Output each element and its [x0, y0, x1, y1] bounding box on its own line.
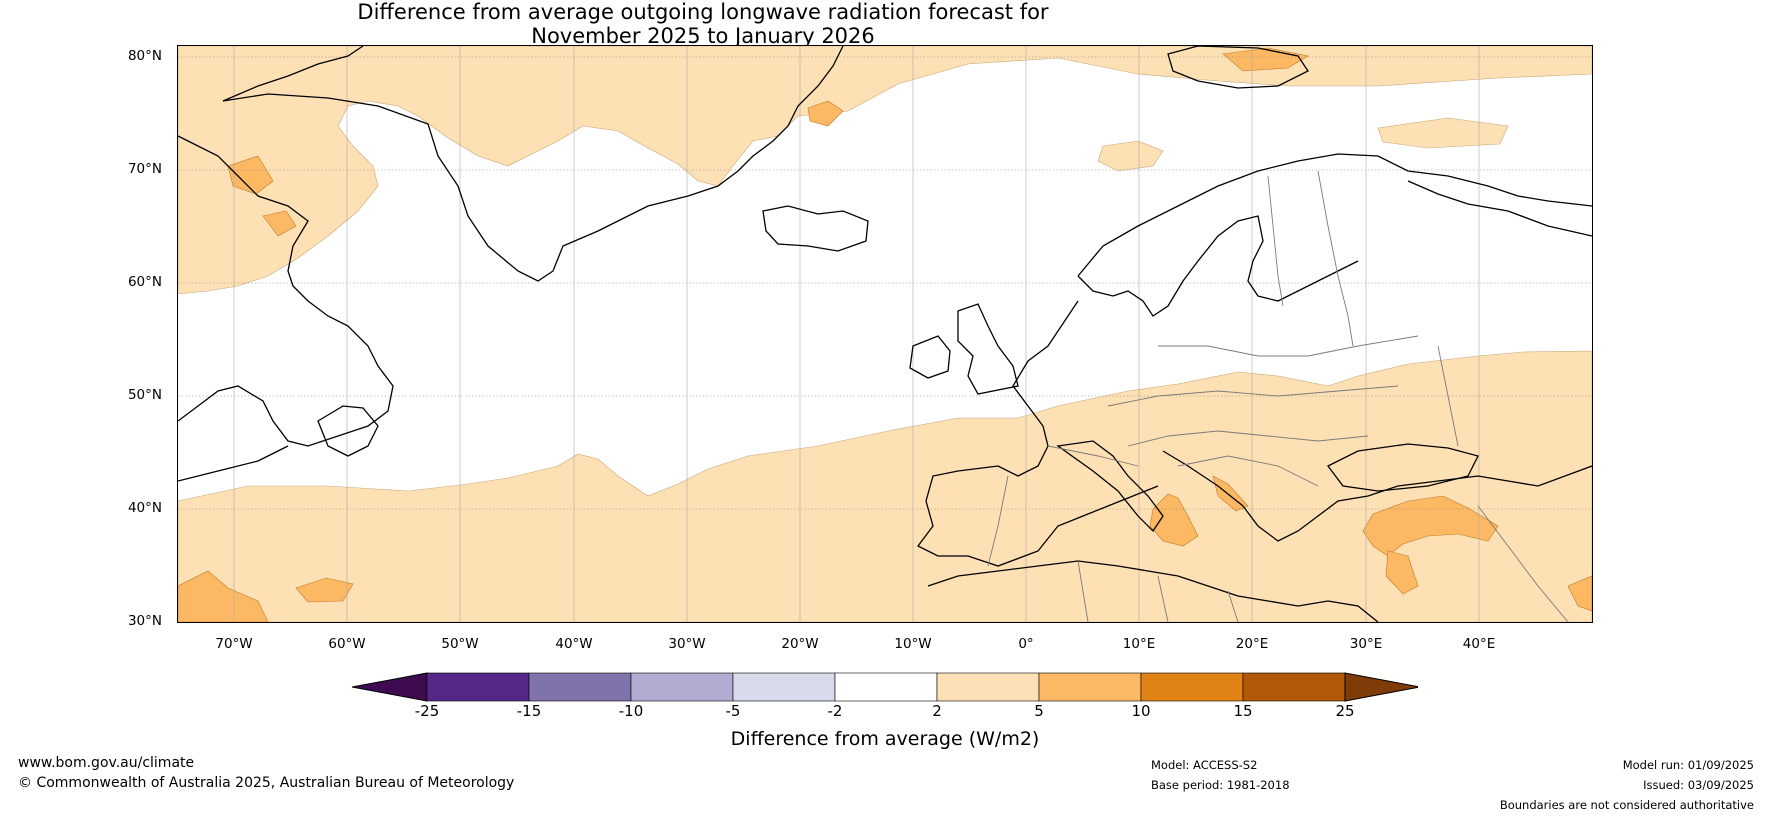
coast-north-africa — [927, 560, 1379, 622]
colorbar-tick-1: -15 — [516, 702, 542, 720]
anomaly-patch-norway-sea — [1097, 140, 1164, 172]
lat-label-50n: 50°N — [127, 387, 162, 403]
anomaly-patch-greenland-sea — [807, 100, 844, 127]
country-borders — [987, 170, 1569, 622]
title-line-1: Difference from average outgoing longwav… — [357, 0, 1049, 24]
coast-newfoundland — [317, 405, 379, 457]
colorbar-segment — [528, 672, 632, 702]
anomaly-patch-sicily — [1149, 493, 1199, 547]
footer-disclaimer: Boundaries are not considered authoritat… — [1499, 798, 1754, 812]
anomaly-patch-barents — [1377, 117, 1509, 149]
coast-nova-scotia — [178, 445, 289, 482]
colorbar-segment — [834, 672, 938, 702]
coast-britain — [957, 303, 1019, 395]
coast-greenland-west — [222, 46, 364, 102]
colorbar — [352, 672, 1418, 702]
coast-greenland — [222, 46, 844, 282]
lat-label-60n: 60°N — [127, 274, 162, 290]
anomaly-patch-levant — [1385, 550, 1419, 595]
lon-label-10e: 10°E — [1122, 636, 1156, 652]
anomaly-patch-canada-2 — [262, 210, 297, 237]
lon-label-60w: 60°W — [328, 636, 366, 652]
lat-label-70n: 70°N — [127, 161, 162, 177]
coastlines — [178, 46, 1592, 622]
colorbar-tick-0: -25 — [414, 702, 440, 720]
coast-europe-west — [917, 300, 1159, 567]
footer-base-period: Base period: 1981-2018 — [1151, 778, 1290, 792]
map-title: Difference from average outgoing longwav… — [0, 0, 1406, 48]
forecast-map — [177, 45, 1593, 623]
colorbar-segment — [732, 672, 836, 702]
lon-label-0: 0° — [1018, 636, 1034, 652]
anomaly-patch-far-east — [1567, 575, 1592, 612]
footer-model-run: Model run: 01/09/2025 — [1622, 758, 1754, 772]
colorbar-segment — [426, 672, 530, 702]
colorbar-segment — [1242, 672, 1346, 702]
colorbar-tick-7: 10 — [1131, 702, 1151, 720]
anomaly-2-to-5-regions — [178, 46, 1592, 622]
anomaly-patch-canada — [227, 155, 274, 195]
coast-italy — [1056, 440, 1164, 533]
footer-website: www.bom.gov.au/climate — [18, 755, 195, 771]
colorbar-segment — [630, 672, 734, 702]
colorbar-segments — [352, 672, 1418, 702]
lon-label-10w: 10°W — [894, 636, 932, 652]
colorbar-tick-9: 25 — [1335, 702, 1355, 720]
anomaly-patch-atlantic-sw — [178, 570, 269, 622]
colorbar-tick-5: 2 — [932, 702, 942, 720]
lat-label-40n: 40°N — [127, 500, 162, 516]
footer-issued: Issued: 03/09/2025 — [1643, 778, 1754, 792]
colorbar-label: Difference from average (W/m2) — [730, 728, 1040, 750]
coast-black-sea — [1327, 443, 1479, 492]
colorbar-arrow-low — [352, 672, 428, 702]
coast-ireland — [909, 335, 951, 379]
lon-label-70w: 70°W — [215, 636, 253, 652]
lon-label-40w: 40°W — [555, 636, 593, 652]
meridians — [233, 46, 1480, 622]
anomaly-5-to-10-regions — [178, 47, 1592, 622]
lat-label-30n: 30°N — [127, 613, 162, 629]
footer-copyright: © Commonwealth of Australia 2025, Austra… — [18, 775, 515, 791]
coast-svalbard — [1167, 46, 1309, 89]
colorbar-tick-2: -10 — [618, 702, 644, 720]
colorbar-tick-8: 15 — [1233, 702, 1253, 720]
lon-label-40e: 40°E — [1462, 636, 1496, 652]
colorbar-arrow-high — [1344, 672, 1418, 702]
colorbar-tick-6: 5 — [1034, 702, 1044, 720]
title-line-2: November 2025 to January 2026 — [531, 24, 875, 48]
colorbar-tick-4: -2 — [827, 702, 843, 720]
coast-iceland — [762, 205, 869, 252]
lon-label-20w: 20°W — [781, 636, 819, 652]
colorbar-segment — [1140, 672, 1244, 702]
coast-scandinavia-south — [1077, 215, 1359, 317]
graticule — [178, 56, 1592, 510]
lat-label-80n: 80°N — [127, 48, 162, 64]
colorbar-tick-3: -5 — [725, 702, 741, 720]
coast-balkans — [1162, 450, 1592, 542]
lon-label-30w: 30°W — [668, 636, 706, 652]
lon-label-30e: 30°E — [1349, 636, 1383, 652]
anomaly-patch-turkey — [1362, 495, 1499, 557]
lon-label-20e: 20°E — [1235, 636, 1269, 652]
anomaly-patch-atlantic-2 — [295, 577, 354, 603]
footer-model: Model: ACCESS-S2 — [1151, 758, 1258, 772]
colorbar-segment — [1038, 672, 1142, 702]
coast-labrador — [178, 135, 394, 447]
coast-russia-north — [1407, 180, 1592, 237]
map-svg — [178, 46, 1592, 622]
anomaly-region-north — [178, 46, 1592, 295]
lon-label-50w: 50°W — [441, 636, 479, 652]
colorbar-segment — [936, 672, 1040, 702]
anomaly-region-south — [178, 350, 1592, 622]
coast-norway — [1077, 153, 1592, 277]
